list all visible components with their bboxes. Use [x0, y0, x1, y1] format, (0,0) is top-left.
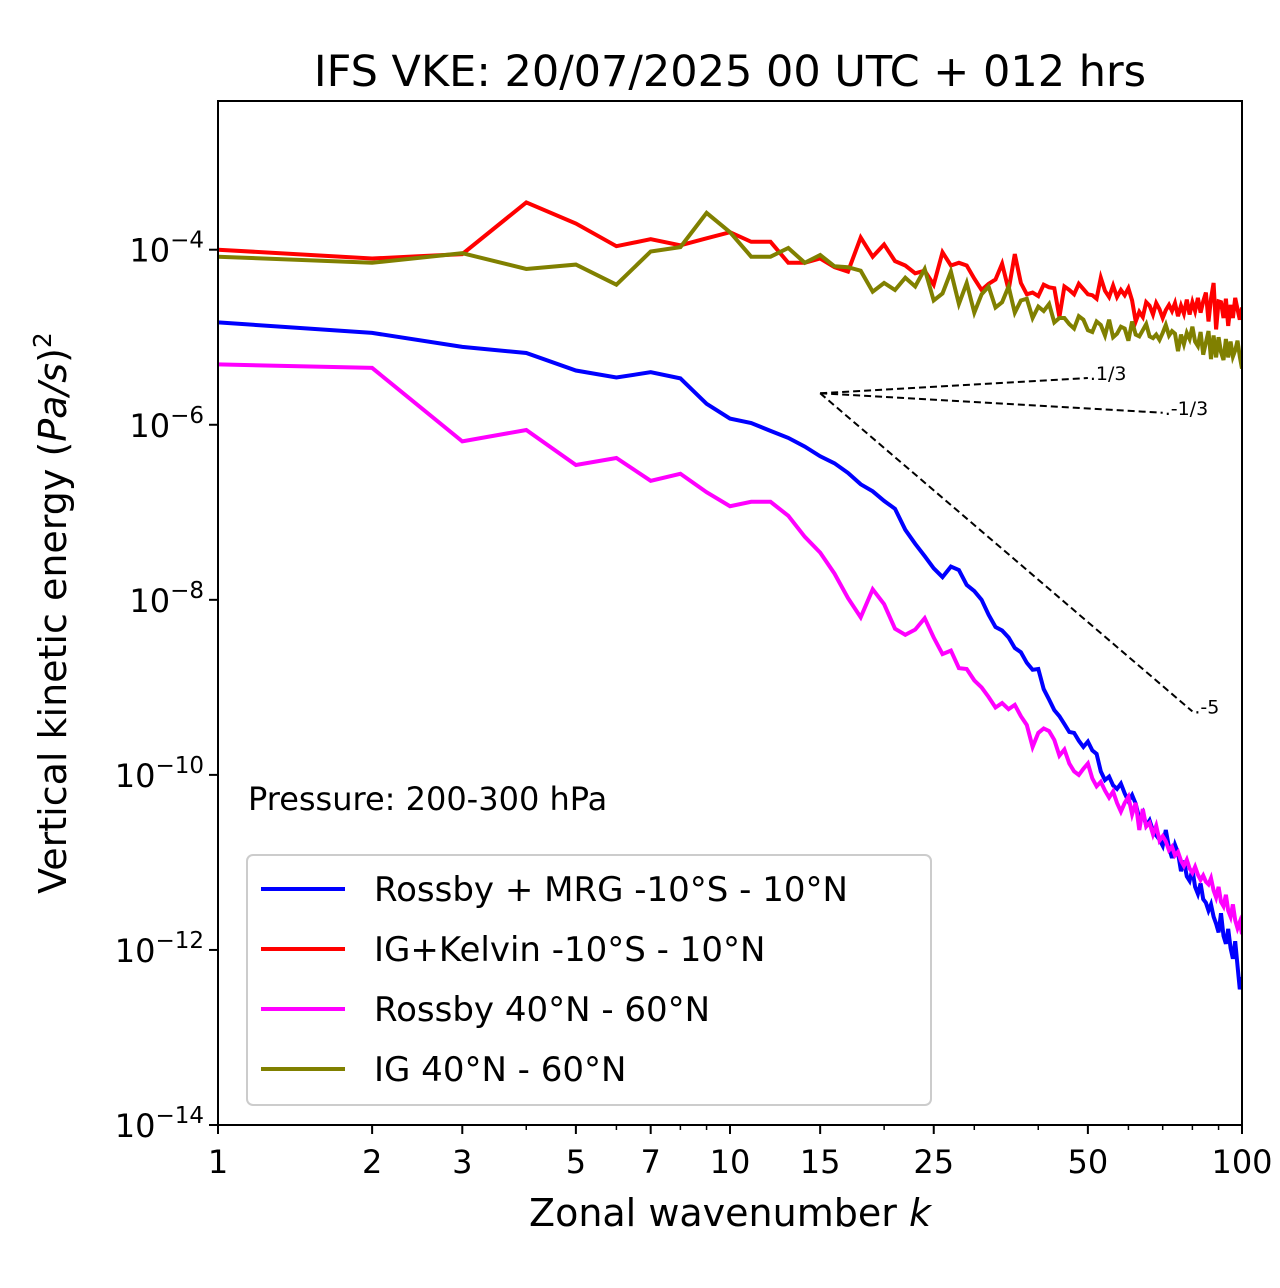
x-tick-label: 3: [452, 1143, 472, 1181]
y-axis-label-close: ): [31, 348, 75, 363]
series-line-1: [218, 320, 1242, 990]
y-axis-label-sup: 2: [28, 332, 57, 348]
x-axis-ticks: 1 2 3 5 7 10 15 25 50 100: [208, 1125, 1273, 1181]
x-axis-label: Zonal wavenumber k: [529, 1191, 933, 1235]
slope-label-2: .-1/3: [1165, 398, 1208, 420]
y-axis-ticks: 10−4 10−6 10−8 10−10 10−12 10−14: [115, 228, 218, 1145]
x-tick-label: 7: [641, 1143, 661, 1181]
series-line-2: [218, 200, 1242, 330]
slope-label-3: .-5: [1194, 696, 1219, 718]
y-tick-label: 10−6: [129, 403, 204, 445]
legend-label-2: IG+Kelvin -10°S - 10°N: [374, 930, 765, 970]
legend-box: [246, 854, 932, 1106]
legend-label-1: Rossby + MRG -10°S - 10°N: [374, 870, 848, 910]
y-tick-label: 10−14: [115, 1103, 204, 1145]
pressure-annotation: Pressure: 200-300 hPa: [248, 780, 607, 818]
y-tick-label: 10−4: [129, 228, 204, 270]
legend-label-3: Rossby 40°N - 60°N: [374, 990, 710, 1030]
y-tick-label: 10−10: [115, 753, 204, 795]
legend: Rossby + MRG -10°S - 10°N IG+Kelvin -10°S…: [246, 854, 932, 1106]
x-tick-label: 1: [208, 1143, 228, 1181]
series-line-4: [218, 210, 1242, 370]
x-tick-label: 50: [1068, 1143, 1109, 1181]
y-axis-label-main: Vertical kinetic energy (: [31, 442, 75, 894]
x-tick-label: 25: [913, 1143, 954, 1181]
y-tick-label: 10−12: [115, 928, 204, 970]
x-tick-label: 2: [362, 1143, 382, 1181]
series-line-3: [218, 362, 1242, 935]
y-tick-label: 10−8: [129, 578, 204, 620]
x-axis-label-main: Zonal wavenumber: [529, 1191, 909, 1235]
x-axis-label-italic: k: [909, 1191, 933, 1235]
x-tick-label: 100: [1211, 1143, 1272, 1181]
x-tick-label: 5: [566, 1143, 586, 1181]
y-axis-label: Vertical kinetic energy (Pa/s)2: [28, 332, 75, 894]
y-axis-label-italic: Pa/s: [31, 363, 75, 442]
slope-line-3: [819, 392, 1194, 713]
legend-label-4: IG 40°N - 60°N: [374, 1050, 626, 1090]
x-tick-label: 15: [800, 1143, 841, 1181]
slope-line-2: [820, 392, 1163, 414]
chart-title: IFS VKE: 20/07/2025 00 UTC + 012 hrs: [314, 47, 1146, 97]
legend-items: Rossby + MRG -10°S - 10°N IG+Kelvin -10°S…: [261, 870, 848, 1090]
x-tick-label: 10: [710, 1143, 751, 1181]
slope-line-1: [820, 377, 1088, 395]
series-layer: [218, 200, 1242, 990]
reference-slopes: .1/3 .-1/3 .-5: [819, 363, 1219, 718]
slope-label-1: .1/3: [1090, 363, 1127, 385]
